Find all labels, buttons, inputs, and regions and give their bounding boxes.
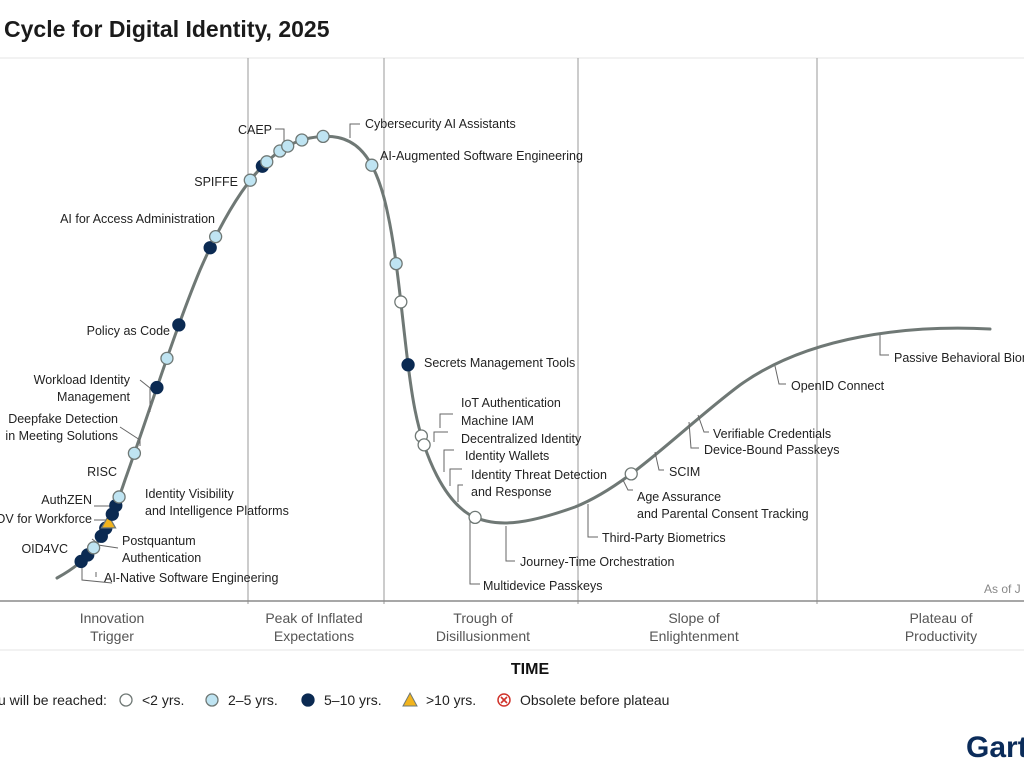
label-caep: CAEP <box>238 123 272 137</box>
label-deepfake-detection-in-meeting-solutions: Deepfake Detection in Meeting Solutions <box>5 412 118 443</box>
label-ai-augmented-software-engineering: AI-Augmented Software Engineering <box>380 149 583 163</box>
label-iot-authentication: IoT Authentication <box>461 396 561 410</box>
point-policy-as-code <box>127 446 142 460</box>
label-ov-for-workforce: OV for Workforce <box>0 512 92 526</box>
label-policy-as-code: Policy as Code <box>87 324 170 338</box>
label-device-bound-passkeys: Device-Bound Passkeys <box>704 443 839 457</box>
legend-label-lt2: <2 yrs. <box>142 692 184 708</box>
point-scim <box>401 358 415 372</box>
point-ai-for-access-administration <box>150 380 164 395</box>
point-journey-time-orchestration <box>365 158 379 172</box>
label-multidevice-passkeys: Multidevice Passkeys <box>483 579 603 593</box>
phase-label-peak-of-inflated-expectations: Peak of Inflated Expectations <box>265 610 362 644</box>
label-identity-threat-detection-and-response: Identity Threat Detection and Response <box>471 468 607 499</box>
point-passive-behavioral-biometrics <box>624 467 638 481</box>
label-age-assurance-and-parental-consent-tracking: Age Assurance and Parental Consent Tracki… <box>637 490 809 521</box>
phase-label-plateau-of-productivity: Plateau of Productivity <box>905 610 977 644</box>
legend-marker-lt2 <box>119 693 133 707</box>
point-secrets-management-tools <box>243 173 257 187</box>
point-postquantum-authentication <box>86 541 101 555</box>
legend-label-gt10: >10 yrs. <box>426 692 476 708</box>
phase-label-trough-of-disillusionment: Trough of Disillusionment <box>436 610 530 644</box>
point-cybersecurity-ai-assistants <box>203 241 217 255</box>
point-labels: AI-Native Software Engineering OID4VC Post… <box>0 117 1024 593</box>
label-postquantum-authentication: Postquantum Authentication <box>122 534 201 565</box>
phase-dividers <box>247 58 818 604</box>
label-oid4vc: OID4VC <box>21 542 68 556</box>
point-spiffe <box>160 351 174 366</box>
label-journey-time-orchestration: Journey-Time Orchestration <box>520 555 674 569</box>
phase-labels: Innovation Trigger Peak of Inflated Expecta… <box>80 610 977 644</box>
legend-marker-obsolete <box>497 693 511 707</box>
label-ai-native-software-engineering: AI-Native Software Engineering <box>104 571 278 585</box>
data-points <box>74 129 638 569</box>
label-secrets-management-tools: Secrets Management Tools <box>424 356 575 370</box>
label-openid-connect: OpenID Connect <box>791 379 885 393</box>
label-authzen: AuthZEN <box>41 493 92 507</box>
label-machine-iam: Machine IAM <box>461 414 534 428</box>
brand-logo: Gart <box>966 731 1024 764</box>
legend-label-obsolete: Obsolete before plateau <box>520 692 669 708</box>
legend-marker-2to5 <box>205 693 219 707</box>
point-verifiable-credentials <box>417 438 431 452</box>
phase-label-innovation-trigger: Innovation Trigger <box>80 610 145 644</box>
label-decentralized-identity: Decentralized Identity <box>461 432 582 446</box>
point-caep <box>172 318 186 332</box>
legend: u will be reached: <2 yrs. 2–5 yrs. 5–10 y… <box>0 691 669 708</box>
phase-label-slope-of-enlightenment: Slope of Enlightenment <box>649 610 739 644</box>
label-workload-identity-management: Workload Identity Management <box>34 373 131 404</box>
point-identity-visibility-and-intelligence-platforms <box>100 514 117 529</box>
as-of-note: As of J <box>984 582 1021 596</box>
legend-label-2to5: 2–5 yrs. <box>228 692 278 708</box>
label-passive-behavioral-biometrics: Passive Behavioral Biometrics <box>894 351 1024 365</box>
point-workload-identity-management <box>112 490 126 504</box>
point-multidevice-passkeys <box>316 129 330 144</box>
legend-title: u will be reached: <box>0 692 107 708</box>
label-risc: RISC <box>87 465 117 479</box>
point-identity-threat-detection-and-response <box>295 133 309 147</box>
label-identity-wallets: Identity Wallets <box>465 449 549 463</box>
point-machine-iam <box>260 155 274 169</box>
label-verifiable-credentials: Verifiable Credentials <box>713 427 831 441</box>
legend-marker-gt10 <box>402 691 418 707</box>
label-scim: SCIM <box>669 465 700 479</box>
legend-label-5to10: 5–10 yrs. <box>324 692 382 708</box>
point-ai-augmented-software-engineering <box>208 229 223 244</box>
point-age-assurance-and-parental-consent-tracking <box>394 295 408 309</box>
label-spiffe: SPIFFE <box>194 175 238 189</box>
point-openid-connect <box>468 510 482 525</box>
label-identity-visibility-and-intelligence-platforms: Identity Visibility and Intelligence Plat… <box>145 487 289 518</box>
legend-marker-5to10 <box>301 693 315 707</box>
label-cybersecurity-ai-assistants: Cybersecurity AI Assistants <box>365 117 516 131</box>
x-axis-title: TIME <box>511 661 550 678</box>
label-ai-for-access-administration: AI for Access Administration <box>60 212 215 226</box>
point-third-party-biometrics <box>389 256 403 271</box>
chart-title: Cycle for Digital Identity, 2025 <box>4 16 330 42</box>
point-identity-wallets <box>281 139 295 153</box>
label-third-party-biometrics: Third-Party Biometrics <box>602 531 726 545</box>
